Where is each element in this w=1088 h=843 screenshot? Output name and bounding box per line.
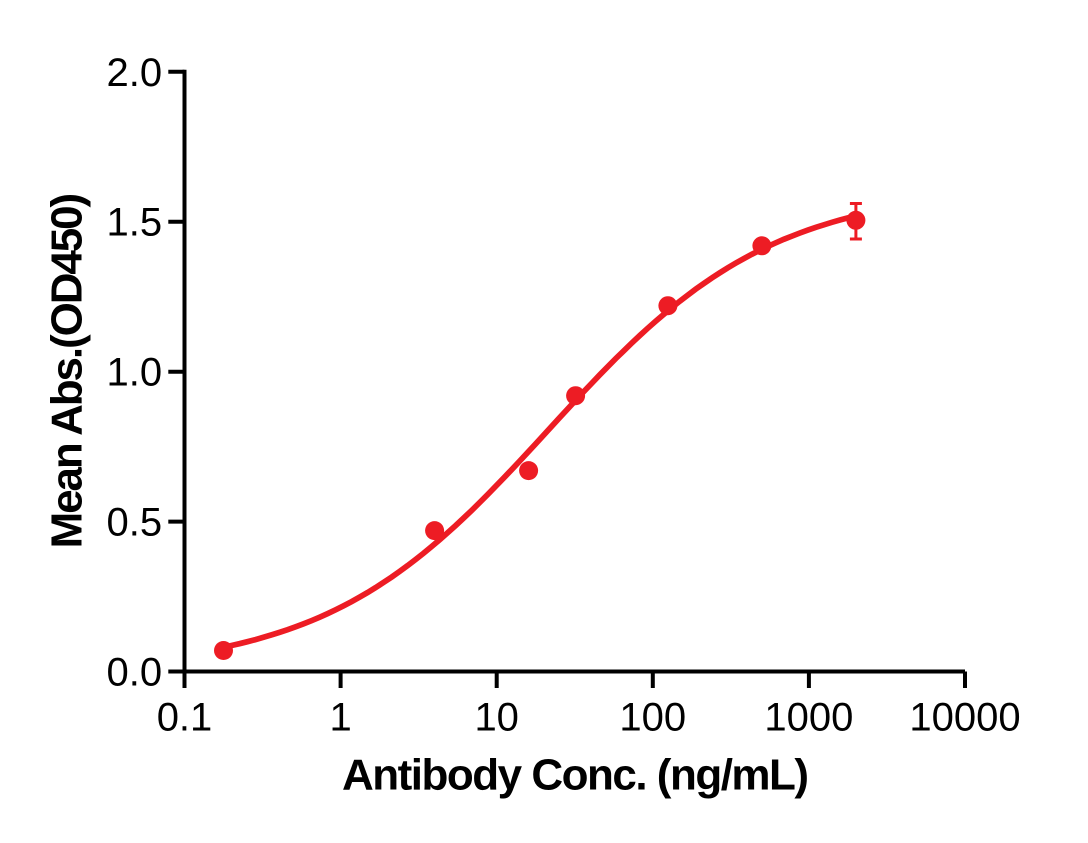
svg-text:1.0: 1.0 [106,351,162,395]
svg-text:1000: 1000 [764,695,853,739]
svg-text:10000: 10000 [909,695,1020,739]
svg-text:2.0: 2.0 [106,51,162,95]
svg-text:0.1: 0.1 [157,695,213,739]
svg-text:Mean Abs.(OD450): Mean Abs.(OD450) [42,194,91,548]
svg-text:1: 1 [329,695,351,739]
svg-text:100: 100 [619,695,686,739]
svg-text:0.5: 0.5 [106,501,162,545]
svg-text:0.0: 0.0 [106,651,162,695]
svg-text:1.5: 1.5 [106,201,162,245]
svg-text:10: 10 [474,695,519,739]
svg-text:Antibody Conc. (ng/mL): Antibody Conc. (ng/mL) [342,751,808,800]
